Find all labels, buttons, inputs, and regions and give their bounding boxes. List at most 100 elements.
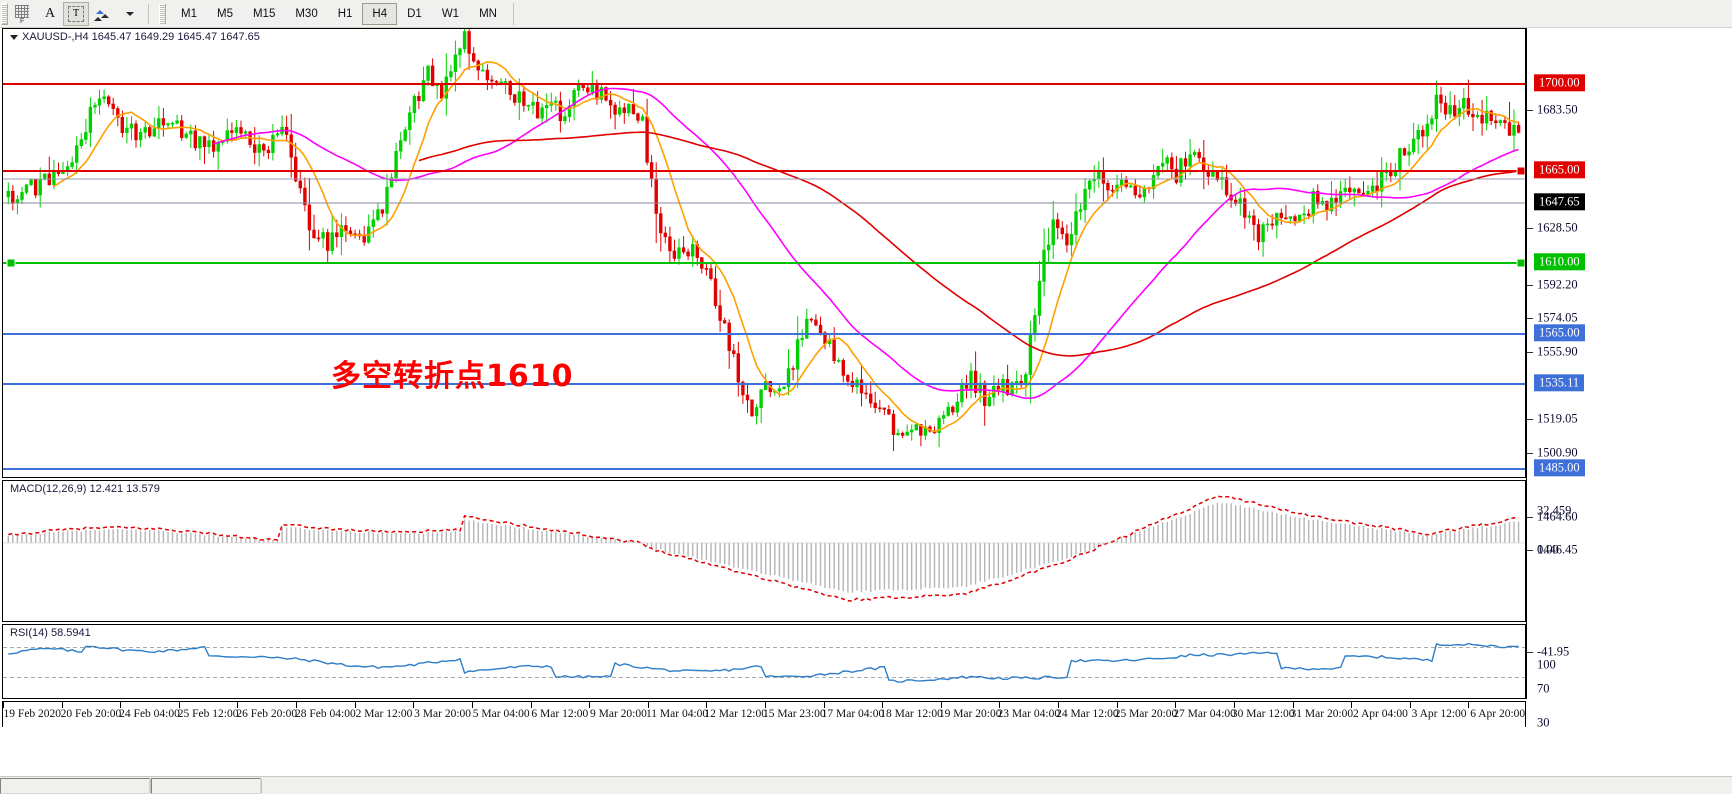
text-object-icon[interactable]: T bbox=[63, 1, 89, 26]
time-tick bbox=[999, 702, 1001, 708]
chart-annotation-text: 多空转折点1610 bbox=[331, 359, 574, 394]
time-tick bbox=[354, 702, 356, 708]
price-tick bbox=[1527, 228, 1533, 229]
toolbar-grip[interactable] bbox=[1, 2, 8, 25]
timeframe-m30[interactable]: M30 bbox=[295, 7, 318, 20]
price-tick-label: 1464.60 bbox=[1537, 509, 1578, 524]
shapes-glyph bbox=[94, 6, 112, 21]
price-level-badge-1485-00[interactable]: 1485.00 bbox=[1534, 459, 1585, 477]
price-level-badge-1647-65[interactable]: 1647.65 bbox=[1534, 193, 1585, 211]
time-tick-label: 17 Mar 04:00 bbox=[821, 708, 885, 720]
time-tick bbox=[1409, 702, 1411, 708]
time-tick bbox=[589, 702, 591, 708]
price-tick bbox=[1527, 419, 1533, 420]
timeframe-h4[interactable]: H4 bbox=[362, 2, 398, 25]
time-tick-label: 24 Feb 04:00 bbox=[119, 708, 180, 720]
price-tick-label: 1628.50 bbox=[1537, 220, 1578, 235]
timeframe-m5[interactable]: M5 bbox=[216, 7, 233, 20]
price-tick-label: 1683.50 bbox=[1537, 102, 1578, 117]
timeframe-m1[interactable]: M1 bbox=[181, 7, 197, 20]
price-plot-area[interactable] bbox=[3, 29, 1525, 477]
price-level-badge-1610-00[interactable]: 1610.00 bbox=[1534, 253, 1585, 271]
time-tick-label: 2 Mar 12:00 bbox=[355, 708, 413, 720]
price-pane[interactable]: XAUUSD-,H4 1645.47 1649.29 1645.47 1647.… bbox=[2, 28, 1526, 478]
time-tick bbox=[296, 702, 298, 708]
time-tick bbox=[765, 702, 766, 708]
timeframe-toolbar-grip[interactable] bbox=[159, 3, 166, 24]
time-tick-label: 11 Mar 04:00 bbox=[645, 708, 709, 720]
time-tick bbox=[471, 702, 473, 708]
time-tick bbox=[1233, 702, 1235, 708]
time-tick bbox=[120, 702, 122, 708]
time-tick-label: 25 Feb 12:00 bbox=[177, 708, 239, 720]
time-tick-label: 5 Mar 04:00 bbox=[472, 708, 530, 720]
price-tick bbox=[1527, 285, 1533, 286]
price-tick-label: 1592.20 bbox=[1537, 277, 1578, 292]
price-level-badge-1700-00[interactable]: 1700.00 bbox=[1534, 74, 1585, 92]
rsi-series-layer bbox=[3, 642, 1525, 683]
rsi-pane[interactable]: RSI(14) 58.5941 bbox=[2, 624, 1526, 699]
timeframe-mn[interactable]: MN bbox=[479, 7, 497, 20]
macd-scale-label: 32.459 bbox=[1537, 503, 1572, 518]
main-toolbar: A T M1 M5 M15 M30 H1 H4 D1 W1 MN bbox=[0, 0, 1732, 28]
macd-tick bbox=[1527, 652, 1533, 653]
price-scale[interactable]: 1683.50 1628.50 1592.20 1574.05 1555.90 1519.… bbox=[1526, 28, 1732, 730]
rsi-scale-label: 100 bbox=[1537, 657, 1556, 672]
macd-pane[interactable]: MACD(12,26,9) 12.421 13.579 bbox=[2, 480, 1526, 622]
rsi-plot-area[interactable] bbox=[3, 625, 1525, 698]
price-level-badge-1535-11[interactable]: 1535.11 bbox=[1534, 374, 1585, 392]
time-tick bbox=[823, 702, 825, 708]
time-tick-label: 6 Apr 20:00 bbox=[1470, 708, 1526, 720]
macd-plot-area[interactable] bbox=[3, 481, 1525, 621]
time-tick-label: 15 Mar 23:00 bbox=[762, 708, 826, 720]
time-tick-label: 26 Feb 20:00 bbox=[236, 708, 298, 720]
time-tick bbox=[1058, 702, 1060, 708]
time-tick-label: 3 Mar 20:00 bbox=[414, 708, 472, 720]
time-tick-label: 9 Mar 20:00 bbox=[590, 708, 647, 720]
price-tick bbox=[1527, 453, 1533, 454]
rsi-scale-label: 30 bbox=[1537, 715, 1550, 730]
price-tick-label: 1555.90 bbox=[1537, 344, 1578, 359]
time-tick-label: 20 Feb 20:00 bbox=[60, 708, 122, 720]
time-tick-label: 28 Feb 04:00 bbox=[295, 708, 356, 720]
time-tick bbox=[530, 702, 532, 708]
macd-scale-label: 0.00 bbox=[1537, 542, 1559, 557]
caret-down-glyph bbox=[126, 11, 134, 16]
chevron-down-icon[interactable] bbox=[10, 34, 18, 40]
macd-tick bbox=[1527, 550, 1533, 551]
time-tick bbox=[178, 702, 180, 708]
timeframe-h1[interactable]: H1 bbox=[337, 7, 353, 20]
time-tick bbox=[1351, 702, 1353, 708]
time-tick bbox=[1292, 702, 1294, 708]
chevron-down-icon[interactable] bbox=[117, 2, 143, 26]
time-tick-label: 24 Mar 12:00 bbox=[1056, 708, 1119, 720]
symbol-header: XAUUSD-,H4 1645.47 1649.29 1645.47 1647.… bbox=[8, 31, 262, 43]
time-tick-label: 12 Mar 12:00 bbox=[704, 708, 767, 720]
time-axis[interactable]: 19 Feb 2020 20 Feb 20:00 24 Feb 04:00 25 Fe… bbox=[2, 701, 1526, 727]
time-tick-label: 30 Mar 12:00 bbox=[1231, 708, 1295, 720]
price-tick-label: 1446.45 bbox=[1537, 542, 1578, 557]
shapes-icon[interactable] bbox=[89, 2, 117, 26]
chart-window: XAUUSD-,H4 1645.47 1649.29 1645.47 1647.… bbox=[0, 28, 1732, 794]
time-tick-label: 27 Mar 04:00 bbox=[1173, 708, 1236, 720]
time-tick bbox=[413, 702, 415, 708]
price-level-badge-1665-00[interactable]: 1665.00 bbox=[1534, 161, 1585, 179]
rsi-scale-label: 70 bbox=[1537, 681, 1550, 696]
time-tick-label: 23 Mar 04:00 bbox=[997, 708, 1061, 720]
price-tick-label: 1519.05 bbox=[1537, 411, 1578, 426]
time-tick bbox=[647, 702, 649, 708]
letter-a-glyph: A bbox=[44, 5, 56, 21]
time-tick bbox=[1175, 702, 1177, 708]
time-tick bbox=[3, 702, 4, 708]
time-tick-label: 31 Mar 20:00 bbox=[1290, 708, 1354, 720]
timeframe-w1[interactable]: W1 bbox=[441, 7, 460, 20]
timeframe-d1[interactable]: D1 bbox=[407, 7, 422, 20]
symbol-ohlc-text: XAUUSD-,H4 1645.47 1649.29 1645.47 1647.… bbox=[22, 31, 260, 43]
price-level-badge-1565-00[interactable]: 1565.00 bbox=[1534, 324, 1585, 342]
timeframe-m15[interactable]: M15 bbox=[252, 7, 276, 20]
status-right bbox=[262, 778, 1732, 794]
price-tick-label: 1574.05 bbox=[1537, 310, 1578, 325]
price-tick bbox=[1527, 318, 1533, 319]
text-label-icon[interactable]: A bbox=[37, 2, 63, 26]
crosshair-icon[interactable] bbox=[10, 2, 37, 26]
